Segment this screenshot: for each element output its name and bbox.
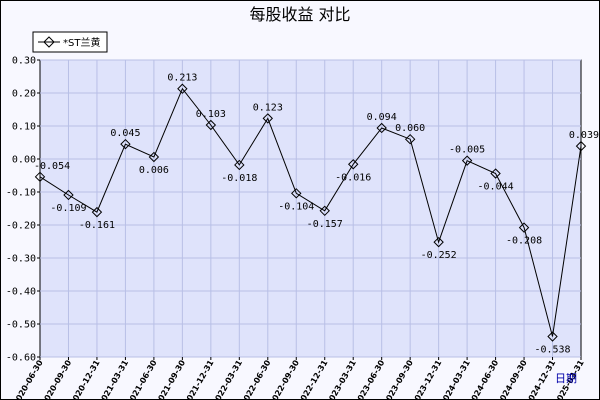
legend-series-name: *ST兰黄: [63, 36, 100, 49]
x-tick-label: 2021-12-31: [182, 358, 216, 400]
data-label: -0.016: [335, 172, 371, 183]
x-tick-label: 2024-12-31: [524, 358, 558, 400]
data-point: [461, 155, 473, 166]
data-label: -0.208: [506, 236, 542, 247]
data-point: [34, 171, 46, 183]
y-tick-label: 0.20: [12, 89, 36, 100]
data-label: -0.161: [79, 220, 115, 231]
x-tick-label: 2022-09-30: [268, 358, 302, 400]
data-labels: -0.054 -0.109 -0.161 0.045 0.006 0.213 0.103 -0…: [34, 73, 599, 356]
data-point: [291, 188, 302, 199]
data-label: -0.109: [50, 203, 86, 214]
data-point: [319, 205, 330, 217]
x-tick-label: 2022-06-30: [239, 358, 273, 400]
data-point: [205, 119, 217, 131]
data-label: 0.060: [395, 123, 425, 134]
y-tick-label: -0.60: [6, 353, 36, 364]
data-label: 0.006: [139, 165, 169, 176]
data-label: -0.005: [449, 145, 485, 156]
x-tick-label: 2021-06-30: [125, 358, 159, 400]
x-axis-label: 日期: [555, 372, 577, 385]
x-tick-label: 2023-06-30: [353, 358, 387, 400]
data-label: 0.094: [367, 112, 397, 123]
data-label: 0.123: [253, 102, 283, 113]
chart-title: 每股收益 对比: [249, 5, 350, 24]
x-tick-label: 2023-12-31: [410, 358, 444, 400]
data-point: [148, 151, 160, 163]
legend-diamond-icon: [43, 36, 55, 48]
data-label: -0.054: [34, 161, 70, 172]
y-tick-label: -0.10: [6, 188, 36, 199]
y-tick-label: 0.30: [12, 56, 36, 67]
data-label: -0.157: [307, 219, 343, 230]
legend: *ST兰黄: [32, 31, 108, 53]
x-tick-label: 2023-03-31: [325, 358, 359, 400]
y-tick-label: 0.10: [12, 122, 36, 133]
y-tick-label: -0.50: [6, 320, 36, 331]
data-label: -0.104: [278, 201, 314, 212]
y-tick-label: 0.00: [12, 155, 36, 166]
data-point: [120, 138, 131, 150]
data-label: -0.252: [421, 250, 457, 261]
data-point: [177, 83, 188, 94]
x-tick-label: 2021-09-30: [154, 358, 188, 400]
x-tick-label: 2024-09-30: [495, 358, 529, 400]
data-point: [433, 236, 444, 248]
y-axis-ticks: 0.30 0.20 0.10 0.00 -0.10 -0.20 -0.30 -0.40 -0.5…: [6, 56, 40, 364]
y-tick-label: -0.40: [6, 287, 36, 298]
x-tick-label: 2022-12-31: [296, 358, 330, 400]
data-label: -0.538: [534, 345, 570, 356]
x-axis-ticks: 2020-06-302020-09-302020-12-312021-03-31…: [11, 357, 586, 400]
data-point: [518, 222, 530, 233]
x-tick-label: 2022-03-31: [211, 358, 245, 400]
data-label: 0.213: [167, 73, 197, 84]
data-point: [234, 159, 245, 171]
data-point: [490, 168, 501, 179]
data-point: [348, 159, 359, 170]
grid-lines: [40, 59, 581, 358]
x-tick-label: 2023-09-30: [382, 358, 416, 400]
x-tick-label: 2021-03-31: [97, 358, 131, 400]
data-point: [547, 331, 558, 342]
data-point: [404, 133, 416, 145]
x-tick-label: 2024-06-30: [467, 358, 501, 400]
data-label: 0.039: [569, 130, 599, 141]
series-line: [39, 87, 582, 337]
data-point: [376, 122, 387, 134]
data-label: -0.018: [221, 173, 257, 184]
y-tick-label: -0.20: [6, 221, 36, 232]
data-label: 0.045: [110, 128, 140, 139]
data-label: -0.044: [478, 182, 514, 193]
data-label: 0.103: [196, 109, 226, 120]
data-point-markers: [34, 83, 587, 342]
plot-area: [39, 59, 582, 358]
data-point: [63, 189, 74, 201]
y-tick-label: -0.30: [6, 254, 36, 265]
data-point: [262, 113, 273, 124]
x-tick-label: 2020-09-30: [40, 358, 74, 400]
x-tick-label: 2020-12-31: [68, 358, 102, 400]
x-tick-label: 2020-06-30: [11, 358, 45, 400]
x-tick-label: 2024-03-31: [438, 358, 472, 400]
data-point: [575, 140, 587, 152]
data-point: [91, 206, 103, 218]
legend-box: [32, 31, 108, 53]
